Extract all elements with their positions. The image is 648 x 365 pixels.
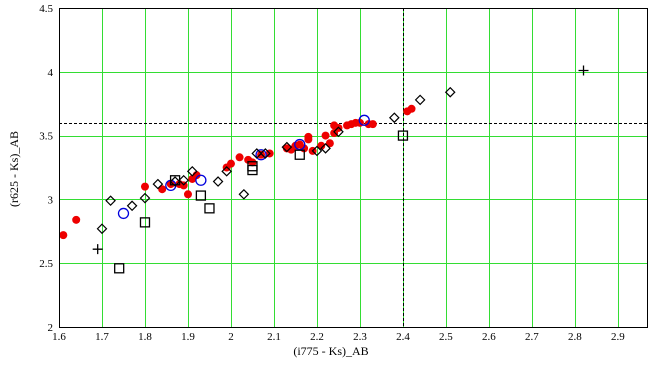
data-point-open-circle — [358, 114, 370, 126]
data-point-filled-circle — [226, 159, 235, 168]
reference-lines — [59, 8, 648, 327]
x-tick-label: 1.8 — [138, 331, 152, 343]
x-tick-label: 2.5 — [439, 331, 453, 343]
plot-frame — [59, 8, 648, 328]
y-tick-label: 2 — [48, 322, 54, 334]
x-tick-label: 2.7 — [525, 331, 539, 343]
data-point-open-diamond — [178, 174, 190, 186]
data-point-open-diamond — [126, 200, 138, 212]
x-tick-label: 2.8 — [568, 331, 582, 343]
data-point-open-circle — [255, 149, 267, 161]
x-tick-label: 2.4 — [396, 331, 410, 343]
data-point-open-diamond — [320, 143, 331, 154]
data-point-open-square — [169, 175, 181, 186]
data-point-open-square — [397, 130, 409, 141]
data-point-filled-circle — [368, 120, 377, 129]
data-point-open-circle — [117, 207, 130, 220]
y-tick-label: 4 — [48, 67, 54, 79]
x-tick-label: 2.9 — [611, 331, 625, 343]
data-point-open-diamond — [169, 176, 181, 187]
data-point-filled-circle — [235, 153, 244, 162]
y-tick-label: 2.5 — [39, 258, 53, 270]
data-point-filled-circle — [407, 104, 416, 113]
x-tick-label: 1.9 — [181, 331, 195, 343]
data-point-open-square — [139, 217, 151, 228]
x-tick-label: 2.6 — [482, 331, 496, 343]
data-point-open-square — [114, 263, 125, 274]
data-point-filled-circle — [317, 141, 326, 150]
data-point-open-square — [294, 149, 305, 160]
data-point-open-square — [204, 203, 215, 214]
data-point-open-diamond — [96, 223, 108, 235]
data-point-filled-circle — [321, 131, 330, 140]
data-point-open-diamond — [152, 178, 164, 190]
data-point-open-diamond — [105, 195, 116, 207]
data-point-filled-circle — [248, 158, 257, 167]
data-point-open-diamond — [444, 86, 456, 98]
y-tick-label: 4.5 — [39, 3, 53, 15]
data-point-open-diamond — [311, 145, 323, 157]
data-point-filled-circle — [59, 231, 68, 240]
x-tick-label: 2.2 — [310, 331, 324, 343]
data-point-open-circle — [195, 174, 207, 186]
data-point-open-diamond — [139, 192, 151, 204]
data-point-open-square — [247, 161, 258, 172]
data-point-open-square — [195, 190, 207, 201]
data-point-filled-circle — [183, 190, 192, 199]
data-point-filled-circle — [304, 132, 313, 141]
data-point-open-diamond — [251, 148, 263, 159]
x-tick-labels: 1.6 1.7 1.8 1.9 2 2.1 2.2 2.3 2.4 2.5 2.6 2.7 2.8 2.9 — [52, 331, 625, 343]
data-points — [59, 65, 589, 274]
data-point-filled-circle — [140, 182, 149, 191]
data-point-filled-circle — [257, 150, 266, 159]
x-tick-label: 1.6 — [52, 331, 66, 343]
data-point-open-diamond — [186, 165, 198, 177]
data-point-open-diamond — [238, 188, 250, 200]
grid — [59, 8, 648, 328]
y-tick-labels: 2 2.5 3 3.5 4 4.5 — [39, 3, 53, 334]
data-point-plus — [578, 65, 589, 76]
y-tick-label: 3 — [48, 194, 54, 206]
data-point-filled-circle — [158, 185, 167, 194]
data-point-open-diamond — [260, 148, 271, 159]
data-point-filled-circle — [72, 215, 81, 224]
data-point-open-diamond — [221, 165, 233, 177]
y-axis-label: (r625 - Ks)_AB — [7, 131, 21, 207]
data-point-open-circle — [294, 138, 306, 151]
x-tick-label: 2.3 — [353, 331, 367, 343]
data-point-open-diamond — [212, 176, 224, 187]
x-tick-label: 2.1 — [267, 331, 281, 343]
x-tick-label: 1.7 — [95, 331, 109, 343]
data-point-open-diamond — [388, 112, 400, 124]
x-tick-label: 2 — [228, 331, 234, 343]
data-point-open-diamond — [281, 141, 293, 153]
data-point-plus — [92, 244, 103, 255]
data-point-open-square — [247, 164, 258, 176]
data-point-filled-circle — [325, 139, 334, 148]
data-point-open-diamond — [414, 94, 426, 106]
y-tick-label: 3.5 — [39, 131, 53, 143]
data-point-open-diamond — [333, 126, 344, 138]
x-axis-label: (i775 - Ks)_AB — [293, 344, 368, 358]
